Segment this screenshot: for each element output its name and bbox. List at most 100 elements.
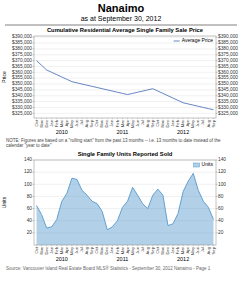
y2-tick-label: $340,000 [218,93,238,98]
y-tick-label: $385,000 [12,40,32,45]
y2-tick-label: $325,000 [218,111,238,116]
y-tick-label: $370,000 [12,58,32,63]
x-tick [167,245,168,246]
grid-line [34,60,216,61]
plot-area [37,173,214,245]
x-tick [203,118,204,119]
y2-tick-label: $370,000 [218,58,238,63]
grid-line [34,54,216,55]
area-line [37,173,214,229]
x-tick [46,245,47,246]
x-tick [173,245,174,246]
x-tick [188,245,189,246]
y2-tick-label: $365,000 [218,64,238,69]
x-tick [61,118,62,119]
y2-tick-label: $385,000 [218,40,238,45]
x-tick [132,118,133,119]
grid-line [34,48,216,49]
y-tick-label: 100 [24,182,32,187]
x-tick [36,118,37,119]
y2-tick-label: 100 [218,182,226,187]
y-tick-label: $350,000 [12,81,32,86]
x-tick [102,118,103,119]
x-tick [147,245,148,246]
x-tick [51,245,52,246]
y-tick-label: 140 [24,157,32,162]
x-tick [173,118,174,119]
y-tick-label: $390,000 [12,34,32,39]
chart: Cumulative Residential Average Single Fa… [1,27,238,135]
y-tick-label: 120 [24,169,32,174]
y-tick-label: 80 [27,194,33,199]
y2-tick-label: $330,000 [218,105,238,110]
chart-title: Single Family Units Reported Sold [78,151,173,157]
y-tick-label: 20 [27,230,33,235]
x-tick [152,118,153,119]
x-tick [41,118,42,119]
x-tick [76,118,77,119]
year-label: 2012 [177,256,189,262]
y2-tick-label: $335,000 [218,99,238,104]
y-tick-label: $345,000 [12,87,32,92]
x-tick [97,118,98,119]
x-tick [66,245,67,246]
x-tick [208,245,209,246]
y-tick-label: $375,000 [12,52,32,57]
x-tick [152,245,153,246]
x-tick [92,118,93,119]
x-tick [107,245,108,246]
x-tick [198,118,199,119]
y2-tick-label: 140 [218,157,226,162]
x-tick [208,118,209,119]
x-tick [198,245,199,246]
x-tick [56,245,57,246]
x-tick [142,245,143,246]
grid-line [34,95,216,96]
area-fill [37,173,214,245]
title-rule [5,25,237,26]
legend-swatch [174,41,180,42]
x-tick [178,118,179,119]
grid-line [34,84,216,85]
page: Nanaimoas at September 30, 2012Cumulativ… [0,0,242,300]
x-tick [61,245,62,246]
x-tick [188,118,189,119]
year-label: 2011 [117,256,129,262]
x-tick [71,118,72,119]
y-axis-label: Price [1,71,7,83]
x-tick [117,118,118,119]
chart-title: Cumulative Residential Average Single Fa… [47,27,204,33]
note-text: NOTE: Figures are based on a "rolling st… [6,138,236,148]
y-tick-label: $360,000 [12,70,32,75]
y-tick-label: 60 [27,206,33,211]
x-tick [142,118,143,119]
y-tick-label: $325,000 [12,111,32,116]
x-tick [41,245,42,246]
y2-tick-label: $375,000 [218,52,238,57]
x-tick [87,118,88,119]
x-tick [157,118,158,119]
y-tick-label: $335,000 [12,99,32,104]
grid-line [34,172,216,173]
y-tick-label: 40 [27,218,33,223]
x-tick [167,118,168,119]
x-tick [51,118,52,119]
plot-area [37,61,214,110]
grid-line [34,101,216,102]
x-tick [112,118,113,119]
y2-tick-label: 80 [218,194,224,199]
x-tick [162,118,163,119]
legend-label: Units [202,161,214,167]
x-tick [213,118,214,119]
y2-tick-label: 60 [218,206,224,211]
plot-frame [34,36,216,118]
x-tick [82,118,83,119]
y-axis-label: Units [1,196,7,208]
x-tick [66,118,67,119]
y2-tick-label: $345,000 [218,87,238,92]
x-tick-label: Sep [211,119,216,127]
x-tick [137,245,138,246]
x-tick [122,245,123,246]
x-tick [203,245,204,246]
page-subtitle: as at September 30, 2012 [81,15,162,23]
